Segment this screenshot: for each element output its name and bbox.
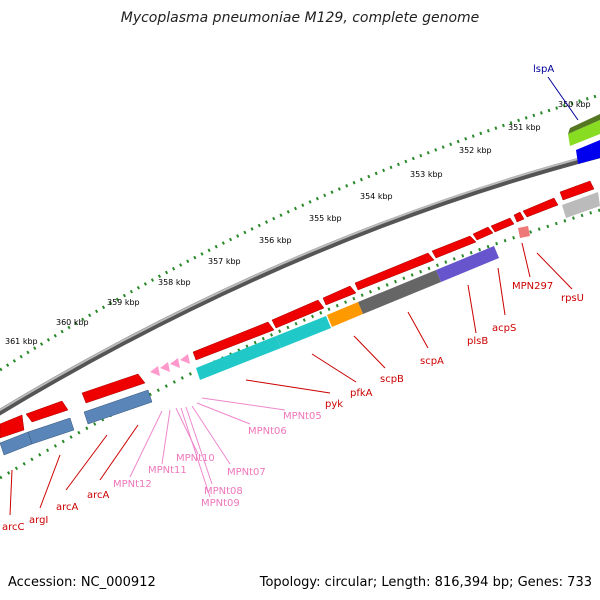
tick-label: 360 kbp [56, 318, 89, 327]
gene-label-arcA: arcA [87, 490, 110, 501]
tick-label: 353 kbp [410, 170, 443, 179]
gene-box-lime[interactable] [568, 120, 600, 146]
tick-label: 359 kbp [107, 298, 140, 307]
gene-arrow-mpn297[interactable] [518, 226, 530, 238]
tick-label: 361 kbp [5, 337, 38, 346]
gene-arrow[interactable] [25, 400, 69, 423]
gene-label-MPN297: MPN297 [512, 281, 553, 292]
gene-label-scpB: scpB [380, 374, 404, 385]
gene-arrow[interactable] [431, 235, 477, 259]
gene-arrow[interactable] [271, 299, 325, 329]
gene-box-cyan[interactable] [276, 316, 331, 348]
gene-label-scpA: scpA [420, 356, 444, 367]
trna-label-MPNt09: MPNt09 [201, 498, 240, 509]
gene-label-arcA: arcA [56, 502, 79, 513]
tick-label: 355 kbp [309, 214, 342, 223]
genome-summary-text: Topology: circular; Length: 816,394 bp; … [259, 575, 592, 590]
gene-arrow[interactable] [322, 285, 357, 306]
trna-label-MPNt05: MPNt05 [283, 411, 322, 422]
gene-label-argI: argI [29, 515, 48, 526]
gene-arrow[interactable] [490, 217, 515, 233]
tick-label: 352 kbp [459, 146, 492, 155]
accession-text: Accession: NC_000912 [8, 575, 156, 590]
gene-box-lightgray[interactable] [562, 192, 600, 218]
gene-label-plsB: plsB [467, 336, 488, 347]
gene-box-blue-lspA[interactable] [576, 140, 600, 164]
trna-label-MPNt10: MPNt10 [176, 453, 215, 464]
trna-arrow[interactable] [170, 358, 180, 368]
gene-arrow[interactable] [192, 321, 275, 361]
gene-arrow[interactable] [354, 252, 435, 291]
gene-arrow[interactable] [81, 373, 146, 404]
tick-label: 354 kbp [360, 192, 393, 201]
gene-label-rpsU: rpsU [561, 293, 584, 304]
gene-label-lspA: lspA [533, 64, 554, 75]
trna-label-MPNt11: MPNt11 [148, 465, 187, 476]
gene-label-pfkA: pfkA [350, 388, 373, 399]
gene-arrow[interactable] [559, 180, 595, 201]
trna-arrow[interactable] [160, 362, 170, 372]
gene-arrow[interactable] [522, 197, 559, 218]
genome-backbone [0, 152, 600, 416]
gene-box-cyan[interactable] [196, 336, 281, 380]
gene-label-acpS: acpS [492, 323, 516, 334]
tick-track-outer [0, 93, 600, 372]
tick-label: 357 kbp [208, 257, 241, 266]
trna-label-MPNt12: MPNt12 [113, 479, 152, 490]
gene-arrow[interactable] [472, 226, 494, 241]
gene-box-gray[interactable] [358, 270, 441, 314]
gene-arrow[interactable] [0, 414, 25, 439]
tick-track-inner [0, 208, 600, 480]
trna-arrow[interactable] [180, 354, 190, 364]
tick-label: 358 kbp [158, 278, 191, 287]
trna-label-MPNt07: MPNt07 [227, 467, 266, 478]
trna-label-MPNt08: MPNt08 [204, 486, 243, 497]
gene-box-blue[interactable] [27, 417, 75, 445]
gene-arrow[interactable] [513, 211, 525, 223]
gene-box-purple[interactable] [436, 246, 499, 282]
gene-box-blue[interactable] [83, 389, 153, 425]
gene-box-orange[interactable] [327, 302, 363, 327]
gene-label-pyk: pyk [325, 399, 343, 410]
tick-label: 350 kbp [558, 100, 591, 109]
tick-label: 356 kbp [259, 236, 292, 245]
gene-box-olive[interactable] [568, 114, 600, 134]
gene-label-arcC: arcC [2, 522, 25, 533]
trna-arrow[interactable] [150, 366, 160, 376]
trna-label-MPNt06: MPNt06 [248, 426, 287, 437]
tick-label: 351 kbp [508, 123, 541, 132]
page-title: Mycoplasma pneumoniae M129, complete gen… [120, 10, 480, 26]
